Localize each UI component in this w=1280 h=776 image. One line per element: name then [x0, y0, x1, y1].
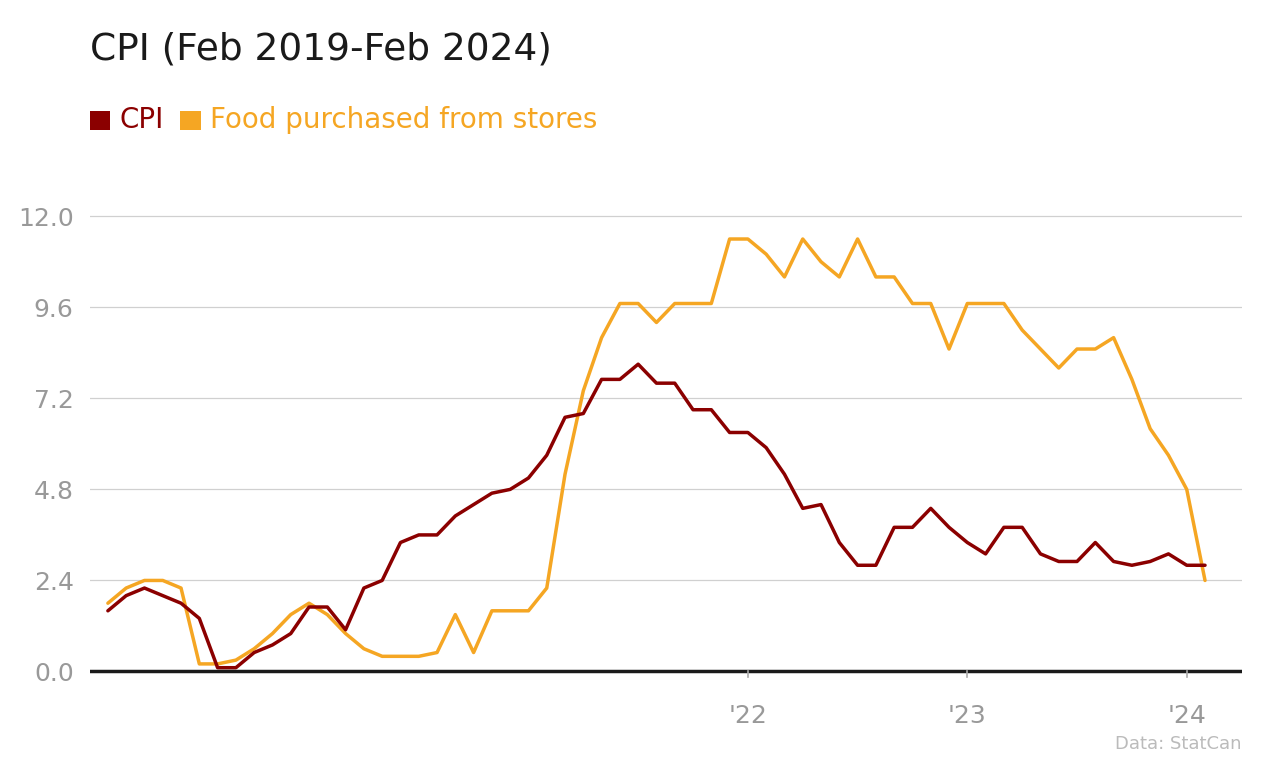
Text: CPI: CPI [119, 106, 164, 134]
Text: Food purchased from stores: Food purchased from stores [210, 106, 598, 134]
Text: Data: StatCan: Data: StatCan [1115, 735, 1242, 753]
Text: CPI (Feb 2019-Feb 2024): CPI (Feb 2019-Feb 2024) [90, 31, 552, 67]
